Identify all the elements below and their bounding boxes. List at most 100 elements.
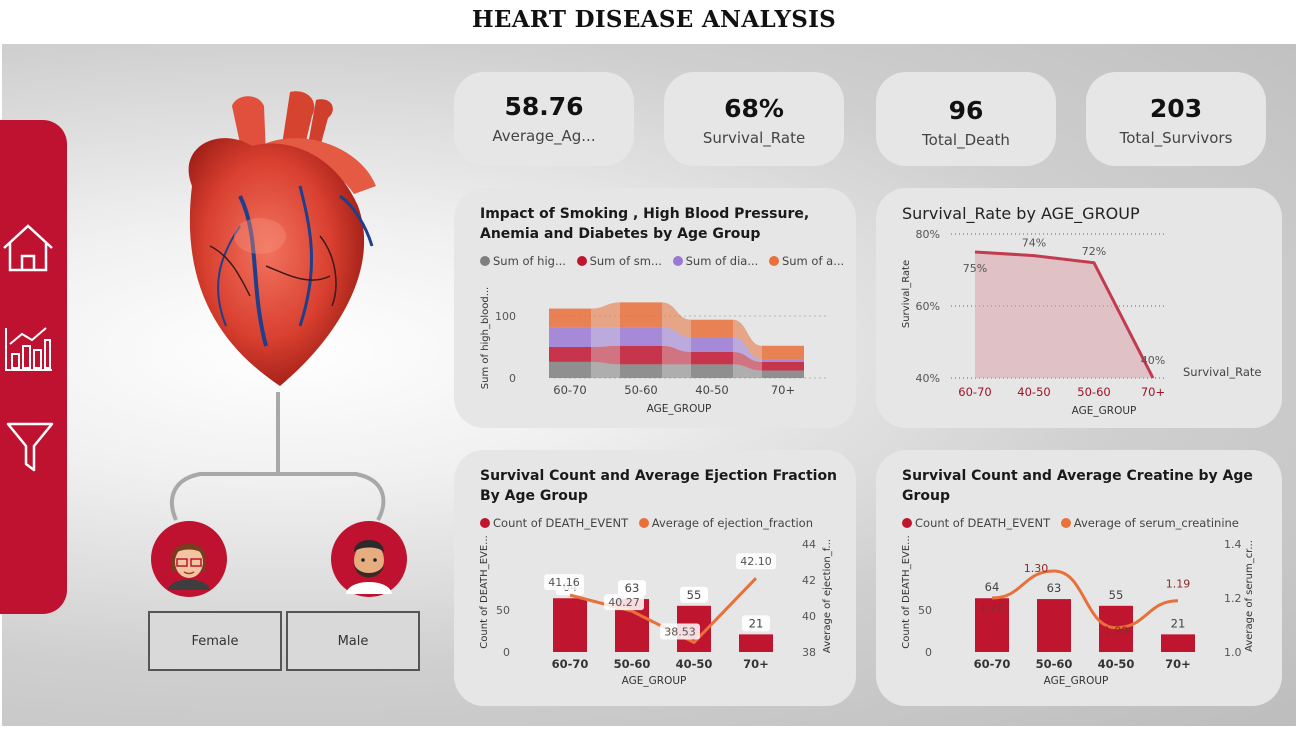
x-tick-label: 40-50: [695, 383, 728, 397]
ribbon-band: [662, 302, 691, 338]
data-label: 72%: [1082, 245, 1106, 258]
legend-dot: [480, 518, 490, 528]
legend-label: Average of serum_creatinine: [1073, 516, 1239, 530]
kpi-label: Total_Survivors: [1119, 129, 1233, 147]
data-label: 42.10: [740, 555, 772, 568]
ribbon-segment: [549, 347, 591, 362]
area-chart-card: Survival_Rate by AGE_GROUP 80% 60% 40% 75% 6…: [876, 188, 1282, 428]
male-filter-button[interactable]: Male: [286, 611, 420, 671]
legend-dot: [672, 256, 683, 266]
ribbon-band: [591, 302, 620, 328]
legend-dot: [902, 518, 912, 528]
data-label-bg: [604, 594, 644, 611]
data-label-bg: [544, 574, 584, 591]
legend-label: Count of DEATH_EVENT: [915, 516, 1051, 530]
male-avatar[interactable]: [330, 520, 408, 598]
filter-icon[interactable]: [0, 416, 60, 476]
ribbon-segment: [549, 361, 591, 378]
ribbon-band: [662, 327, 691, 352]
kpi-label: Average_Ag...: [492, 127, 596, 145]
y-tick-label: 50: [918, 604, 932, 617]
chart-legend: Count of DEATH_EVENT Average of serum_cr…: [902, 516, 1246, 530]
legend-label: Sum of sm...: [589, 254, 662, 268]
data-label: 1.30: [1024, 562, 1049, 575]
legend-item[interactable]: Sum of sm...: [576, 254, 662, 268]
ribbon-band: [733, 337, 762, 362]
legend-item[interactable]: Sum of dia...: [672, 254, 758, 268]
chart-title: Survival Count and Average Ejection Frac…: [480, 468, 838, 504]
legend-label: Sum of a...: [781, 254, 845, 268]
kpi-label: Total_Death: [922, 131, 1010, 149]
x-tick-label: 70+: [771, 383, 795, 397]
data-label-bg: [618, 580, 646, 597]
data-label: 63: [1047, 581, 1062, 595]
data-label: 63: [625, 581, 640, 595]
bar: [1161, 634, 1195, 652]
kpi-average-age: 58.76 Average_Ag...: [454, 72, 634, 166]
legend-label: Count of DEATH_EVENT: [493, 516, 629, 530]
x-tick-label: 50-60: [1036, 657, 1073, 671]
y2-tick-label: 1.2: [1224, 592, 1242, 605]
chart-legend: Sum of hig... Sum of sm... Sum of dia...…: [480, 254, 851, 268]
y-tick-label: 60%: [916, 300, 940, 313]
y2-tick-label: 1.4: [1224, 538, 1242, 551]
data-label: 41.16: [548, 576, 580, 589]
y-tick-label: 100: [495, 310, 516, 323]
home-icon[interactable]: [0, 216, 60, 276]
legend-dot: [576, 256, 587, 266]
y2-tick-label: 38: [802, 646, 816, 659]
ribbon-segment: [620, 345, 662, 365]
legend-item[interactable]: Average of ejection_fraction: [638, 516, 813, 530]
y-axis-label: Count of DEATH_EVE...: [479, 536, 490, 649]
ribbon-segment: [762, 345, 804, 360]
ejection-combo-chart[interactable]: 050384042446460-706350-605540-502170+41.…: [454, 536, 856, 702]
ribbon-band: [591, 345, 620, 365]
legend-item[interactable]: Sum of a...: [768, 254, 845, 268]
y2-axis-label: Average of serum_cr...: [1244, 540, 1255, 652]
chart-title: Impact of Smoking , High Blood Pressure,…: [480, 206, 810, 242]
ribbon-segment: [691, 337, 733, 352]
ribbon-segment: [549, 327, 591, 347]
series-label: Survival_Rate: [1183, 365, 1261, 379]
chart-title: Survival_Rate by AGE_GROUP: [902, 204, 1140, 223]
female-avatar[interactable]: [150, 520, 228, 598]
legend-item[interactable]: Average of serum_creatinine: [1060, 516, 1239, 530]
ribbon-segment: [762, 370, 804, 378]
x-tick-label: 40-50: [676, 657, 713, 671]
legend-dot: [1060, 518, 1071, 528]
x-tick-label: 40-50: [1098, 657, 1135, 671]
x-axis-label: AGE_GROUP: [1044, 675, 1109, 687]
data-label: 64: [985, 580, 1000, 594]
bar-chart-icon[interactable]: [0, 320, 60, 380]
x-axis-label: AGE_GROUP: [1072, 405, 1137, 417]
kpi-value: 203: [1149, 94, 1203, 123]
area-line: [974, 250, 1155, 379]
data-label: 1.20: [980, 601, 1005, 614]
area-fill: [975, 252, 1153, 378]
ribbon-segment: [620, 327, 662, 346]
data-label: 38.53: [664, 625, 696, 638]
ribbon-chart[interactable]: 0 100 60-70 50-60 40-50 70+ AGE_GROUP Sum of hi…: [454, 272, 856, 422]
x-axis-label: AGE_GROUP: [647, 403, 712, 415]
legend-item[interactable]: Sum of hig...: [480, 254, 566, 268]
x-tick-label: 70+: [1165, 657, 1191, 671]
chart-legend: Count of DEATH_EVENT Average of ejection…: [480, 516, 820, 530]
kpi-total-death: 96 Total_Death: [876, 72, 1056, 166]
y-tick-label: 0: [509, 372, 516, 385]
legend-dot: [638, 518, 649, 528]
bar: [1037, 599, 1071, 652]
area-chart[interactable]: 80% 60% 40% 75% 60-70 74% 40-50 72% 50-60 40% 70+ A…: [876, 224, 1282, 424]
x-tick-label: 70+: [1141, 385, 1165, 399]
legend-item[interactable]: Count of DEATH_EVENT: [480, 516, 628, 530]
legend-item[interactable]: Count of DEATH_EVENT: [902, 516, 1050, 530]
legend-label: Average of ejection_fraction: [651, 516, 813, 530]
ribbon-segment: [762, 359, 804, 362]
y2-tick-label: 42: [802, 574, 816, 587]
legend-label: Sum of hig...: [493, 254, 566, 268]
female-filter-button[interactable]: Female: [148, 611, 282, 671]
ribbon-chart-card: Impact of Smoking , High Blood Pressure,…: [454, 188, 856, 428]
legend-dot: [768, 256, 779, 266]
creatinine-combo-chart[interactable]: 0 50 1.0 1.2 1.4 64 60-70 63 50-60 55 40-50 21 70+ 1.…: [876, 536, 1282, 702]
ribbon-segment: [691, 319, 733, 338]
kpi-value: 58.76: [504, 92, 584, 121]
